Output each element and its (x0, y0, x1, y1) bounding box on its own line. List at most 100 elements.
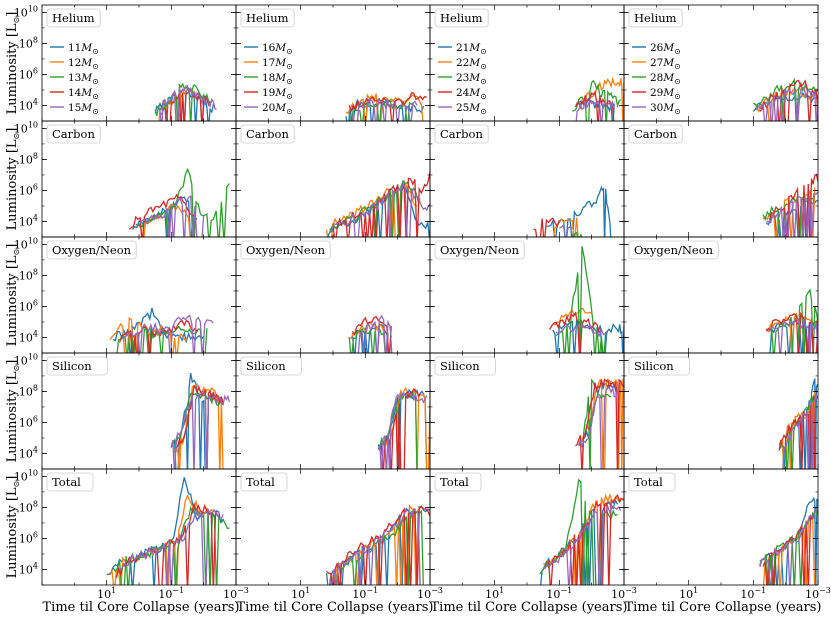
series-line-19 (348, 91, 427, 121)
series-group (325, 171, 430, 237)
panel-title-box (240, 240, 331, 260)
series-line-30 (768, 317, 818, 353)
panel-title-box (46, 8, 101, 28)
legend-label: 14M⊙ (68, 87, 99, 101)
panel-silicon-1: Silicon (235, 352, 431, 470)
y-tick-label: 104 (19, 97, 38, 112)
panel-title: Helium (52, 11, 95, 25)
legend-label: 13M⊙ (68, 72, 99, 86)
series-line-30 (766, 191, 818, 237)
y-tick-label: 104 (19, 329, 38, 344)
series-group (345, 91, 427, 121)
legend-label: 23M⊙ (456, 72, 487, 86)
panel-title-box (434, 356, 496, 376)
panel-title: Carbon (440, 127, 483, 141)
panel-title-box (434, 124, 489, 144)
x-axis-label: Time til Core Collapse (years) (431, 600, 628, 615)
panel-title: Oxygen/Neon (440, 243, 520, 257)
panel-helium-2: Helium 21M⊙22M⊙23M⊙24M⊙25M⊙ (429, 4, 625, 122)
series-group (539, 478, 624, 585)
y-tick-label: 104 (19, 213, 38, 228)
series-group (778, 377, 818, 469)
panel-helium-3: Helium 26M⊙27M⊙28M⊙29M⊙30M⊙ (623, 4, 819, 122)
legend-label: 19M⊙ (262, 87, 293, 101)
panel-title: Silicon (246, 359, 286, 373)
legend-label: 30M⊙ (650, 102, 681, 116)
x-tick-label: 10−1 (546, 586, 572, 601)
series-group (377, 387, 430, 469)
legend-label: 22M⊙ (456, 57, 487, 71)
legend-label: 21M⊙ (456, 42, 487, 56)
legend-label: 17M⊙ (262, 57, 293, 71)
legend-label: 11M⊙ (68, 42, 99, 56)
series-line-20 (377, 391, 428, 469)
panel-title: Carbon (634, 127, 677, 141)
panel-title: Silicon (634, 359, 674, 373)
x-axis-label: Time til Core Collapse (years) (43, 600, 240, 615)
series-line-25 (575, 99, 615, 121)
series-line-15 (138, 195, 205, 237)
panel-title: Oxygen/Neon (52, 243, 132, 257)
y-axis-label: Luminosity [L⊙] (5, 12, 21, 115)
y-tick-label: 1010 (14, 4, 38, 19)
y-tick-label: 1010 (14, 236, 38, 251)
x-tick-label: 10−1 (740, 586, 766, 601)
panel-title-box (240, 472, 288, 492)
panel-title-box (434, 240, 525, 260)
series-group (533, 185, 612, 237)
y-tick-label: 1010 (14, 120, 38, 135)
panel-title-box (628, 472, 676, 492)
series-line-25 (559, 223, 573, 237)
series-line-12 (174, 383, 224, 469)
panel-title-box (240, 8, 295, 28)
series-line-22 (578, 76, 624, 121)
y-tick-label: 1010 (14, 468, 38, 483)
series-line-24 (575, 378, 624, 469)
x-tick-label: 101 (97, 586, 116, 601)
panel-title-box (240, 124, 295, 144)
series-line-18 (329, 179, 421, 237)
series-line-23 (555, 246, 609, 353)
panel-helium-1: Helium 16M⊙17M⊙18M⊙19M⊙20M⊙ (235, 4, 431, 122)
series-line-15 (158, 85, 217, 121)
series-line-18 (348, 327, 389, 353)
panel-silicon-3: Silicon (623, 352, 819, 470)
panel-carbon-3: Carbon (623, 120, 819, 238)
panel-title: Silicon (52, 359, 92, 373)
series-line-29 (762, 510, 816, 585)
series-line-20 (329, 181, 430, 237)
y-axis-label: Luminosity [L⊙] (5, 360, 21, 463)
x-tick-label: 101 (291, 586, 310, 601)
y-tick-label: 108 (19, 267, 38, 282)
series-line-13 (170, 392, 221, 447)
panel-oxygen-neon-2: Oxygen/Neon (429, 236, 625, 354)
panel-oxygen-neon-0: 104 106 108 1010 Oxygen/Neon (14, 236, 237, 354)
panel-total-3: 101 10−1 10−3 Total (623, 468, 831, 601)
legend-label: 28M⊙ (650, 72, 681, 86)
series-group (348, 314, 393, 353)
panel-title: Total (246, 475, 275, 489)
series-line-13 (154, 82, 211, 121)
series-line-30 (756, 87, 818, 121)
series-group (572, 76, 624, 121)
panel-title-box (628, 124, 683, 144)
panel-title: Helium (246, 11, 289, 25)
x-tick-label: 10−1 (352, 586, 378, 601)
legend-label: 12M⊙ (68, 57, 99, 71)
legend-label: 25M⊙ (456, 102, 487, 116)
panel-title-box (628, 240, 719, 260)
y-tick-label: 1010 (14, 352, 38, 367)
series-line-15 (119, 507, 224, 585)
x-tick-label: 101 (679, 586, 698, 601)
series-line-29 (765, 311, 818, 353)
y-axis-label: Luminosity [L⊙] (5, 128, 21, 231)
series-group (759, 496, 818, 585)
y-axis-label: Luminosity [L⊙] (5, 476, 21, 579)
series-group (549, 246, 624, 353)
y-tick-label: 104 (19, 561, 38, 576)
series-group (109, 307, 214, 353)
series-line-24 (545, 493, 624, 585)
series-line-24 (533, 217, 560, 237)
panel-title-box (46, 240, 137, 260)
